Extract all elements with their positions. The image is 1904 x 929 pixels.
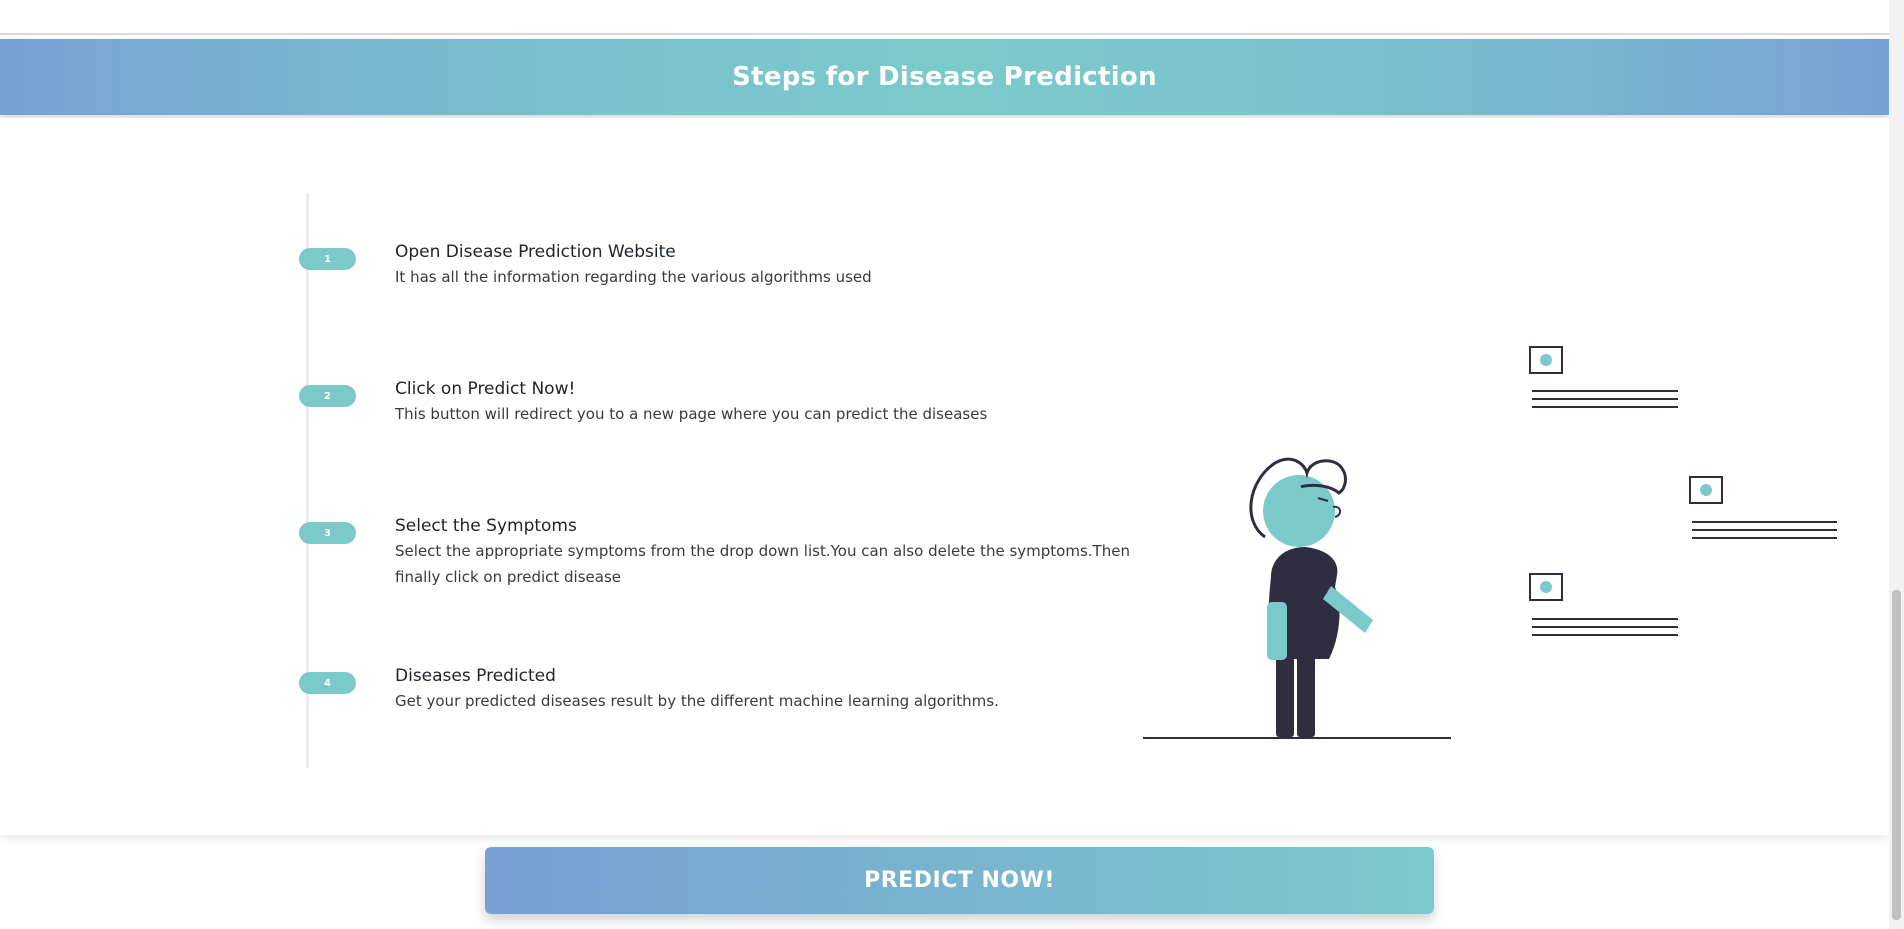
top-strip	[0, 0, 1889, 35]
step-description: Select the appropriate symptoms from the…	[395, 542, 1130, 586]
person-eye	[1317, 497, 1329, 502]
timeline-line	[306, 193, 309, 768]
step-number-badge: 2	[299, 385, 356, 407]
step-number-badge: 3	[299, 522, 356, 544]
person-looking-at-cards-illustration	[1143, 346, 1837, 739]
card-dot	[1700, 484, 1712, 496]
step-title: Select the Symptoms	[395, 516, 577, 536]
step-description: It has all the information regarding the…	[395, 268, 872, 286]
step-title: Diseases Predicted	[395, 666, 556, 686]
scrollbar-thumb[interactable]	[1892, 590, 1901, 920]
step-description: This button will redirect you to a new p…	[395, 405, 988, 423]
card-image-icon	[1689, 476, 1723, 504]
page-title: Steps for Disease Prediction	[732, 62, 1157, 92]
person-arm	[1323, 586, 1373, 633]
predict-now-button[interactable]: PREDICT NOW!	[485, 847, 1434, 914]
person-arm	[1267, 602, 1287, 660]
person-ear	[1332, 505, 1341, 518]
step-description: Get your predicted diseases result by th…	[395, 692, 999, 710]
card-image-icon	[1529, 573, 1563, 601]
person-head	[1263, 475, 1335, 547]
card-dot	[1540, 581, 1552, 593]
person-leg	[1297, 655, 1315, 737]
step-number-badge: 4	[299, 672, 356, 694]
section-header-banner: Steps for Disease Prediction	[0, 39, 1889, 115]
step-title: Open Disease Prediction Website	[395, 242, 676, 262]
person-leg	[1276, 655, 1294, 737]
steps-section: 1 Open Disease Prediction Website It has…	[0, 118, 1889, 835]
step-title: Click on Predict Now!	[395, 379, 576, 399]
person-hair	[1249, 457, 1347, 539]
card-dot	[1540, 354, 1552, 366]
card-image-icon	[1529, 346, 1563, 374]
step-number-badge: 1	[299, 248, 356, 270]
